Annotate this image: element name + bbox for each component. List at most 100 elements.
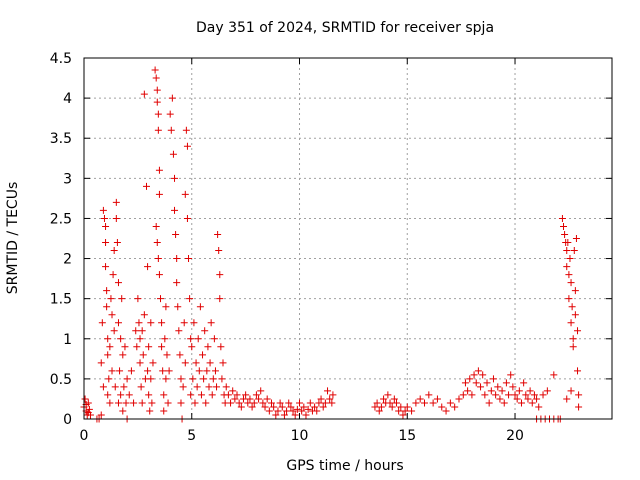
data-point xyxy=(163,351,171,359)
data-point xyxy=(160,407,168,415)
data-point xyxy=(384,391,392,399)
data-point xyxy=(205,383,213,391)
data-point xyxy=(313,407,321,415)
x-tick-label: 20 xyxy=(506,428,524,444)
data-point xyxy=(102,263,110,271)
data-point xyxy=(520,379,528,387)
data-point xyxy=(155,190,163,198)
data-point xyxy=(213,383,221,391)
data-point xyxy=(169,150,177,158)
data-point xyxy=(569,335,577,343)
data-point xyxy=(564,239,572,247)
data-point xyxy=(526,387,534,395)
data-point xyxy=(535,403,543,411)
data-point xyxy=(108,367,116,375)
data-point xyxy=(560,222,568,230)
data-point xyxy=(479,371,487,379)
data-point xyxy=(171,206,179,214)
data-point xyxy=(160,391,168,399)
data-point xyxy=(112,198,120,206)
data-point xyxy=(107,295,115,303)
data-point xyxy=(209,375,217,383)
data-point xyxy=(113,239,121,247)
data-point xyxy=(403,403,411,411)
data-point xyxy=(468,391,476,399)
x-axis-label: GPS time / hours xyxy=(286,458,403,474)
data-point xyxy=(147,319,155,327)
data-point xyxy=(172,230,180,238)
plot-frame xyxy=(83,57,613,420)
data-point xyxy=(250,399,258,407)
data-point xyxy=(386,399,394,407)
data-point xyxy=(530,391,538,399)
data-point xyxy=(153,86,161,94)
data-point xyxy=(233,391,241,399)
data-point xyxy=(248,403,256,411)
data-point xyxy=(425,391,433,399)
data-point xyxy=(154,126,162,134)
data-point xyxy=(390,395,398,403)
data-point xyxy=(207,319,215,327)
y-tick-label: 0.5 xyxy=(50,372,72,388)
data-point xyxy=(214,230,222,238)
data-point xyxy=(100,214,108,222)
data-point xyxy=(265,407,273,415)
data-point xyxy=(474,367,482,375)
data-point xyxy=(193,383,201,391)
data-point xyxy=(142,182,150,190)
data-point xyxy=(568,303,576,311)
data-point xyxy=(561,230,569,238)
data-point xyxy=(183,214,191,222)
data-point xyxy=(412,399,420,407)
data-point xyxy=(103,303,111,311)
data-point xyxy=(567,279,575,287)
data-point xyxy=(300,403,308,411)
data-point xyxy=(306,399,314,407)
data-point xyxy=(515,387,523,395)
data-point xyxy=(319,403,327,411)
data-point xyxy=(145,391,153,399)
data-point xyxy=(105,375,113,383)
data-point xyxy=(185,255,193,263)
data-point xyxy=(122,399,130,407)
data-point xyxy=(494,383,502,391)
data-point xyxy=(144,367,152,375)
data-point xyxy=(155,271,163,279)
data-point xyxy=(116,367,124,375)
data-point xyxy=(134,295,142,303)
data-point xyxy=(154,255,162,263)
data-point xyxy=(567,319,575,327)
data-point xyxy=(399,411,407,419)
data-point xyxy=(375,407,383,415)
data-point xyxy=(208,391,216,399)
data-point xyxy=(187,391,195,399)
data-point xyxy=(110,327,118,335)
data-point xyxy=(429,399,437,407)
data-point xyxy=(257,387,265,395)
data-point xyxy=(550,371,558,379)
data-point xyxy=(173,255,181,263)
data-point xyxy=(231,395,239,403)
data-point xyxy=(206,359,214,367)
data-point xyxy=(189,375,197,383)
data-point xyxy=(157,295,165,303)
data-point xyxy=(278,403,286,411)
data-point xyxy=(274,407,282,415)
data-point xyxy=(224,391,232,399)
data-point xyxy=(270,403,278,411)
data-point xyxy=(152,222,160,230)
data-point xyxy=(408,407,416,415)
data-point xyxy=(276,399,284,407)
data-point xyxy=(111,383,119,391)
data-point xyxy=(186,295,194,303)
data-point xyxy=(261,403,269,411)
data-point xyxy=(496,395,504,403)
data-point xyxy=(117,391,125,399)
data-point xyxy=(112,214,120,222)
data-point xyxy=(252,391,260,399)
data-point xyxy=(139,351,147,359)
data-point xyxy=(173,279,181,287)
data-point xyxy=(188,343,196,351)
